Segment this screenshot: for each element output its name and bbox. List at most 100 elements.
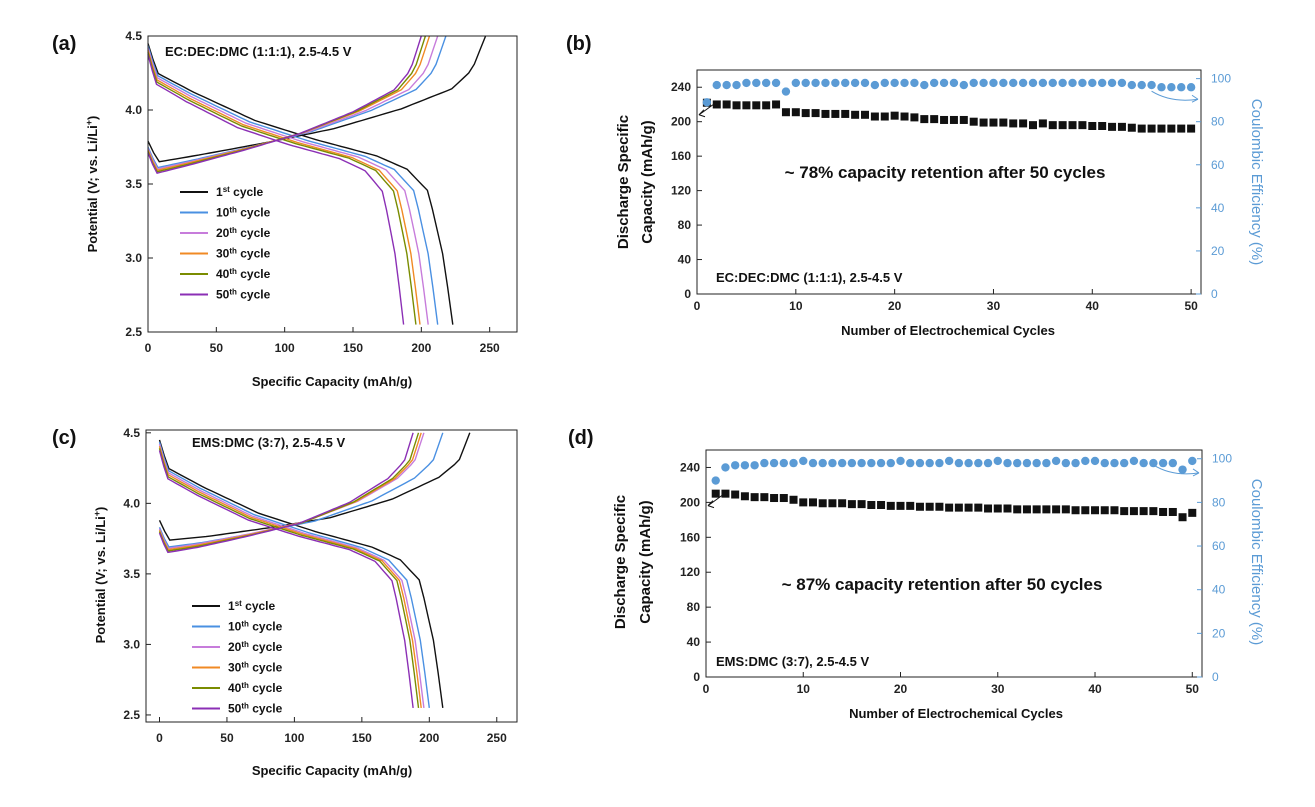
efficiency-point xyxy=(1068,78,1077,88)
y2-axis-label: Coulombic Efficiency (%) xyxy=(1248,99,1265,265)
legend-sup: st xyxy=(223,185,230,194)
capacity-point xyxy=(1078,121,1087,130)
discharge-curve-1 xyxy=(158,439,444,708)
efficiency-point xyxy=(1178,465,1187,474)
capacity-point xyxy=(1091,506,1100,515)
efficiency-point xyxy=(1058,78,1067,88)
capacity-point xyxy=(1167,124,1176,133)
legend-entry: 50th cycle xyxy=(228,701,283,716)
capacity-point xyxy=(974,503,983,512)
y2-tick-label: 40 xyxy=(1211,201,1225,215)
capacity-point xyxy=(818,499,827,508)
y2-tick-label: 100 xyxy=(1211,72,1231,86)
legend-cycle: 30 xyxy=(216,247,230,261)
efficiency-point xyxy=(789,458,798,468)
legend-cycle: 1 xyxy=(228,599,235,613)
efficiency-point xyxy=(1149,458,1158,468)
panel-label: (d) xyxy=(568,427,594,449)
efficiency-point xyxy=(1013,458,1022,468)
efficiency-point xyxy=(1158,458,1168,468)
y-axis-label-line1: Discharge Specific xyxy=(612,495,629,629)
y-tick-label: 0 xyxy=(684,287,691,301)
plot-frame xyxy=(145,429,518,723)
discharge-curve-30 xyxy=(158,446,422,708)
capacity-point xyxy=(1188,508,1197,517)
capacity-axis-arrowhead xyxy=(698,109,706,118)
curve-20 xyxy=(147,35,439,325)
efficiency-point xyxy=(801,78,810,88)
efficiency-point xyxy=(841,78,850,88)
x-tick-label: 150 xyxy=(352,731,372,745)
legend-entry: 1st cycle xyxy=(216,185,264,200)
capacity-point xyxy=(851,110,860,119)
y-tick-label: 3.5 xyxy=(123,567,140,581)
legend-cycle: 50 xyxy=(216,288,230,302)
legend-sup: th xyxy=(241,681,249,690)
legend-sup: th xyxy=(229,287,237,296)
y-tick-label: 4.5 xyxy=(123,426,140,440)
x-tick-label: 0 xyxy=(145,341,152,355)
legend-entry: 20th cycle xyxy=(216,226,271,241)
efficiency-point xyxy=(1168,458,1178,468)
efficiency-point xyxy=(983,458,993,468)
y2-tick-label: 40 xyxy=(1212,583,1226,597)
efficiency-point xyxy=(964,458,973,468)
y-tick-label: 160 xyxy=(671,149,691,163)
legend-entry: 30th cycle xyxy=(216,246,271,261)
retention-annotation: ~ 78% capacity retention after 50 cycles xyxy=(785,163,1106,182)
panel-title: EMS:DMC (3:7), 2.5-4.5 V xyxy=(192,435,345,450)
legend-cycle: 30 xyxy=(228,661,242,675)
y2-tick-label: 60 xyxy=(1212,539,1226,553)
y-tick-label: 2.5 xyxy=(125,325,142,339)
capacity-point xyxy=(1178,513,1187,522)
efficiency-point xyxy=(799,456,808,466)
efficiency-point xyxy=(771,78,781,88)
capacity-point xyxy=(1129,507,1138,516)
capacity-point xyxy=(1088,122,1097,130)
y-tick-label: 200 xyxy=(680,495,700,509)
efficiency-point xyxy=(791,78,801,88)
legend-cycle: 40 xyxy=(216,267,230,281)
x-tick-label: 250 xyxy=(480,341,500,355)
y-tick-label: 3.5 xyxy=(125,177,142,191)
efficiency-point xyxy=(860,78,870,88)
efficiency-point xyxy=(900,78,909,88)
efficiency-point xyxy=(850,78,860,88)
y-axis-label: Potential (V; vs. Li/Li+) xyxy=(92,507,108,644)
x-tick-label: 150 xyxy=(343,341,363,355)
capacity-point xyxy=(752,101,761,110)
panel-label: (a) xyxy=(52,33,76,55)
legend-entry: 1st cycle xyxy=(228,599,276,614)
efficiency-point xyxy=(925,458,934,468)
x-tick-label: 20 xyxy=(888,299,902,313)
panel-title: EC:DEC:DMC (1:1:1), 2.5-4.5 V xyxy=(165,44,352,59)
y2-tick-label: 20 xyxy=(1212,626,1226,640)
capacity-point xyxy=(1120,507,1129,516)
capacity-series xyxy=(702,98,1196,133)
efficiency-axis-arrow xyxy=(1151,90,1199,101)
capacity-point xyxy=(1081,506,1090,515)
discharge-curve-40 xyxy=(158,448,420,708)
efficiency-point xyxy=(750,461,759,470)
x-tick-label: 250 xyxy=(487,731,507,745)
efficiency-point xyxy=(1097,78,1107,88)
capacity-point xyxy=(801,109,810,118)
efficiency-point xyxy=(1110,458,1119,468)
discharge-curve-40 xyxy=(147,52,417,325)
capacity-point xyxy=(1177,124,1186,133)
capacity-point xyxy=(1168,507,1177,516)
efficiency-point xyxy=(896,456,905,466)
curve-1 xyxy=(147,35,487,325)
efficiency-point xyxy=(906,458,915,468)
x-axis-label: Number of Electrochemical Cycles xyxy=(841,323,1055,338)
capacity-point xyxy=(935,502,944,511)
discharge-curve-20 xyxy=(158,443,425,708)
efficiency-point xyxy=(1167,83,1176,92)
capacity-point xyxy=(722,100,731,109)
capacity-point xyxy=(791,108,800,117)
legend-rest: cycle xyxy=(237,226,271,240)
y-axis-label: Potential (V; vs. Li/Li+) xyxy=(84,116,100,253)
efficiency-point xyxy=(818,458,827,468)
